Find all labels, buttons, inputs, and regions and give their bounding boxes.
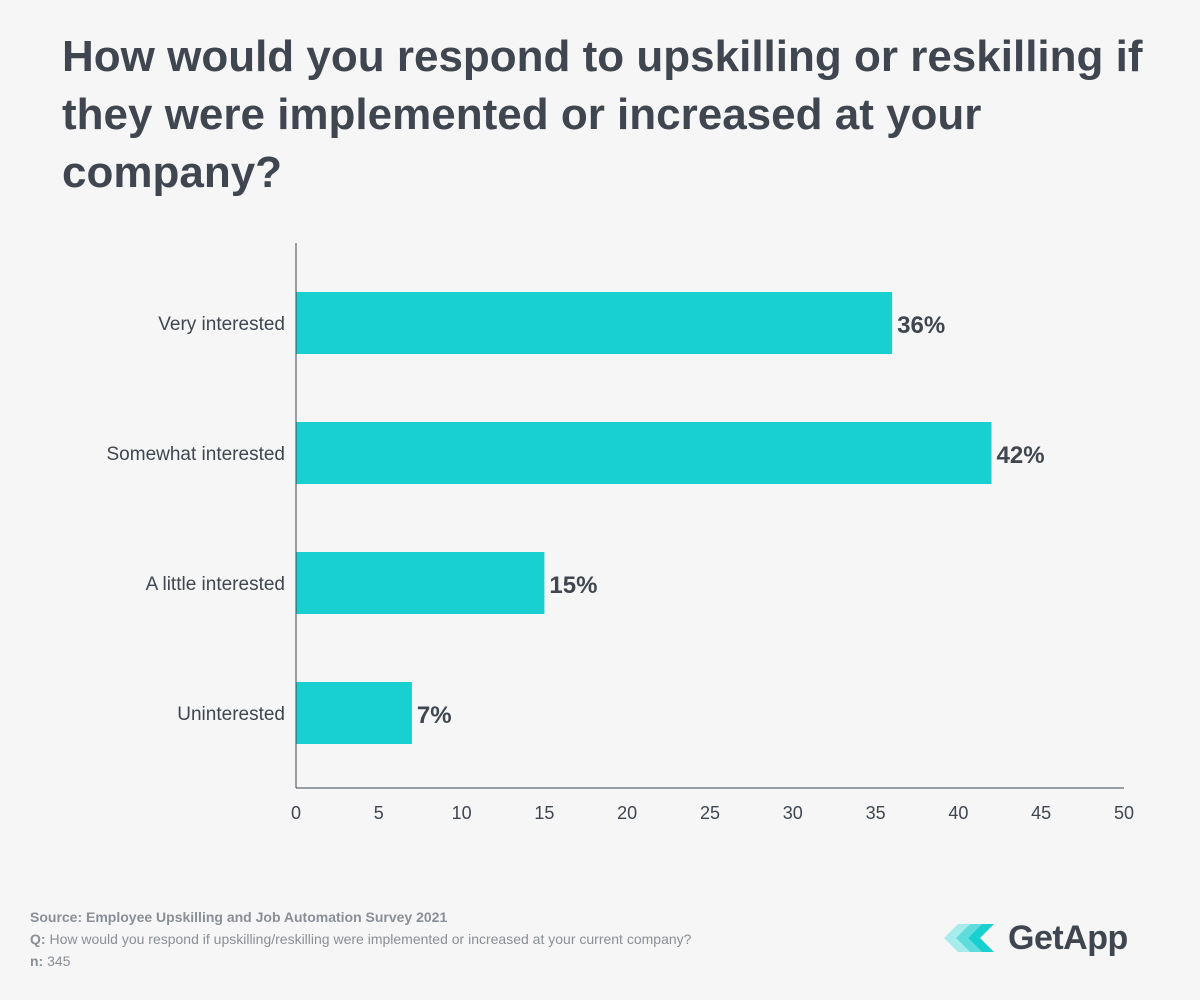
x-tick-label: 25 xyxy=(700,803,720,823)
x-tick-label: 15 xyxy=(534,803,554,823)
value-label: 15% xyxy=(549,572,597,599)
x-tick-label: 10 xyxy=(452,803,472,823)
x-tick-labels: 0 5 10 15 20 25 30 35 40 45 50 xyxy=(291,803,1134,823)
value-labels: 36% 42% 15% 7% xyxy=(417,312,1045,729)
chart-title: How would you respond to upskilling or r… xyxy=(62,32,1143,197)
chart-footer: Source: Employee Upskilling and Job Auto… xyxy=(30,906,910,972)
bar xyxy=(296,552,545,614)
sample-size-prefix: n: xyxy=(30,953,44,969)
getapp-chevrons-icon xyxy=(944,924,994,952)
category-label: A little interested xyxy=(146,574,285,595)
value-label: 36% xyxy=(897,312,945,339)
x-tick-label: 50 xyxy=(1114,803,1134,823)
getapp-logo: GetApp xyxy=(944,918,1128,958)
x-tick-label: 0 xyxy=(291,803,301,823)
sample-size-value: 345 xyxy=(43,953,71,969)
question-text: How would you respond if upskilling/resk… xyxy=(45,931,692,947)
bar-chart: Very interested Somewhat interested A litt… xyxy=(107,243,1134,823)
x-tick-label: 30 xyxy=(783,803,803,823)
source-note: Source: Employee Upskilling and Job Auto… xyxy=(30,909,448,925)
category-labels: Very interested Somewhat interested A litt… xyxy=(107,314,286,725)
category-label: Very interested xyxy=(158,314,285,335)
x-tick-label: 45 xyxy=(1031,803,1051,823)
bar xyxy=(296,682,412,744)
value-label: 7% xyxy=(417,702,452,729)
question-note: Q: How would you respond if upskilling/r… xyxy=(30,928,910,950)
brand-name: GetApp xyxy=(1008,918,1128,957)
category-label: Somewhat interested xyxy=(107,444,286,465)
value-label: 42% xyxy=(997,442,1045,469)
sample-size-note: n: 345 xyxy=(30,950,910,972)
axes xyxy=(295,243,1124,789)
x-tick-label: 35 xyxy=(866,803,886,823)
x-tick-label: 5 xyxy=(374,803,384,823)
bar xyxy=(296,422,992,484)
x-tick-label: 40 xyxy=(948,803,968,823)
question-prefix: Q: xyxy=(30,931,46,947)
category-label: Uninterested xyxy=(177,704,285,725)
bar xyxy=(296,292,893,354)
x-tick-label: 20 xyxy=(617,803,637,823)
bars-group xyxy=(296,292,992,744)
